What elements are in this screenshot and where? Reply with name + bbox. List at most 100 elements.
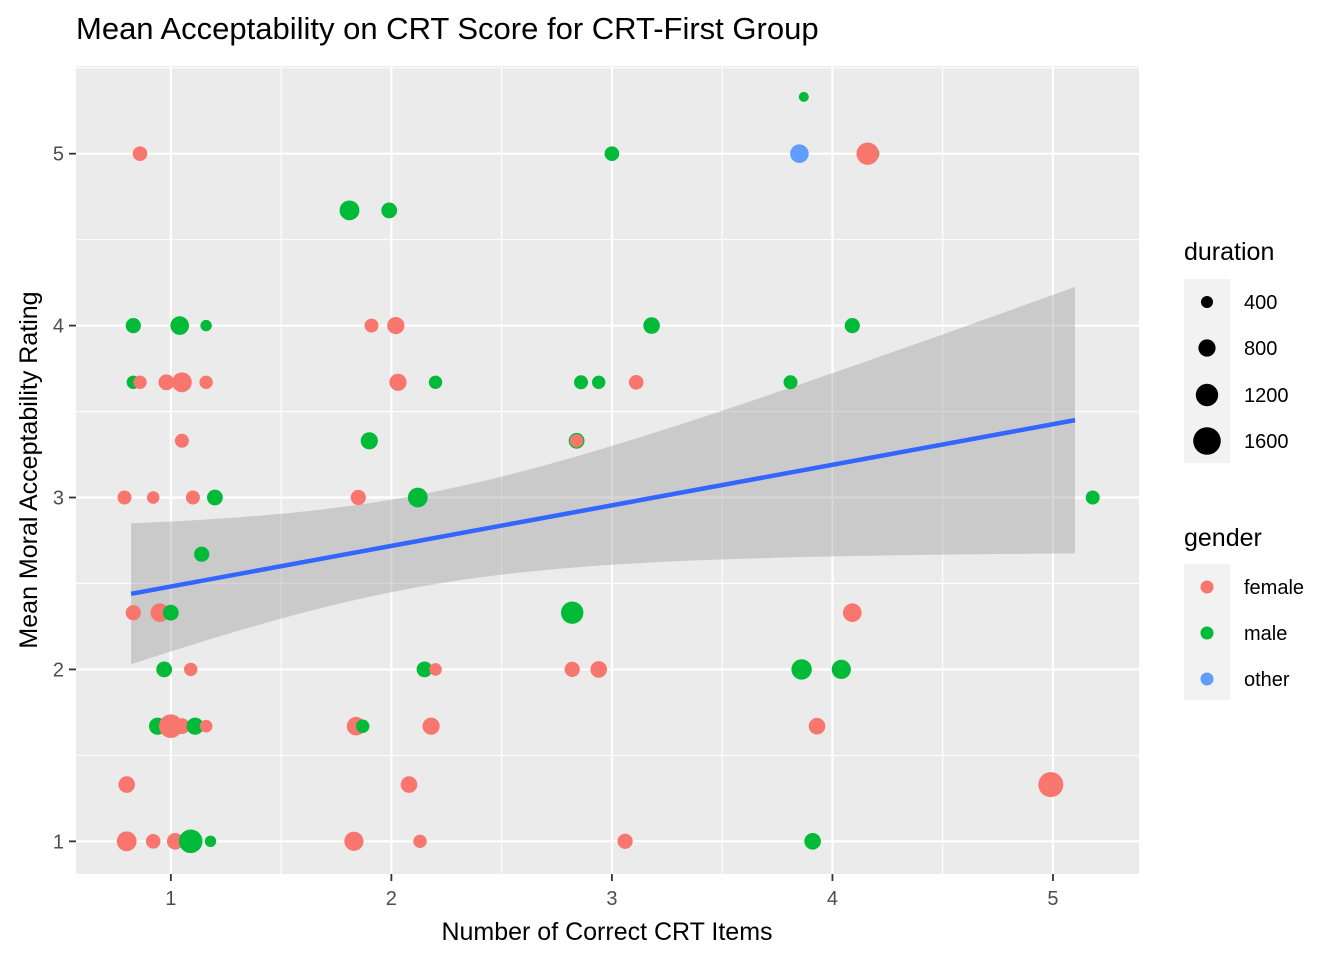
data-point <box>628 375 644 390</box>
y-tick-label: 3 <box>53 488 64 510</box>
legend-gender: gender female male other <box>1184 524 1304 700</box>
data-point <box>1085 490 1100 505</box>
data-point <box>389 373 407 391</box>
chart-title: Mean Acceptability on CRT Score for CRT-… <box>76 11 819 46</box>
x-tick-label: 5 <box>1047 888 1058 910</box>
y-axis-label: Mean Moral Acceptability Rating <box>15 291 43 648</box>
confidence-band <box>131 286 1076 665</box>
data-point <box>170 316 189 335</box>
data-point <box>356 719 370 733</box>
data-point <box>416 661 433 678</box>
data-point <box>350 489 366 506</box>
data-point <box>125 605 141 621</box>
data-point <box>1038 772 1064 798</box>
data-point <box>422 717 440 735</box>
data-point <box>162 604 179 621</box>
data-point <box>564 661 580 678</box>
x-tick-label: 3 <box>606 888 617 910</box>
legend-size-key <box>1195 383 1219 407</box>
data-point <box>843 603 862 622</box>
data-point <box>856 142 879 165</box>
x-tick-label: 2 <box>386 888 397 910</box>
legend-size-label: 800 <box>1244 338 1277 360</box>
legend-size-label: 1200 <box>1244 385 1289 407</box>
x-tick-label: 1 <box>165 888 176 910</box>
confidence-band-group <box>131 286 1076 665</box>
legend-color-label: other <box>1244 669 1290 691</box>
data-point <box>145 834 161 849</box>
data-point <box>204 835 217 847</box>
data-point <box>118 776 135 793</box>
data-point <box>364 318 379 333</box>
data-point <box>617 833 633 849</box>
data-point <box>844 318 860 334</box>
legend-size-key <box>1201 296 1213 308</box>
y-tick-label: 1 <box>53 831 64 853</box>
data-point <box>808 717 826 735</box>
data-point <box>146 491 160 504</box>
legend-color-key <box>1200 672 1214 686</box>
data-point <box>172 372 192 393</box>
trend-line <box>130 417 1076 596</box>
data-point <box>199 719 213 733</box>
points-group <box>116 91 1100 854</box>
data-point <box>407 487 428 508</box>
data-point <box>569 434 584 448</box>
trend-line-group <box>130 417 1076 596</box>
y-tick-label: 2 <box>53 659 64 681</box>
data-point <box>186 717 204 735</box>
data-point <box>339 200 360 221</box>
data-point <box>804 833 821 850</box>
grid-minor <box>76 66 1139 874</box>
legend-size-label: 400 <box>1244 292 1277 314</box>
data-point <box>200 319 212 332</box>
data-point <box>344 831 364 851</box>
data-point <box>400 776 418 793</box>
legend-color-label: female <box>1244 577 1304 599</box>
data-point <box>574 375 588 390</box>
plot-panel <box>76 66 1139 874</box>
data-point <box>604 146 620 161</box>
legend-color-key <box>1200 626 1214 640</box>
data-point <box>194 546 210 562</box>
data-point <box>387 317 405 335</box>
data-point <box>174 718 190 735</box>
x-axis: 1 2 3 4 5 <box>165 874 1059 910</box>
data-point <box>125 318 141 334</box>
legend-duration-title: duration <box>1184 238 1274 266</box>
legend-size-label: 1600 <box>1244 431 1289 453</box>
data-point <box>185 490 200 505</box>
data-point <box>117 490 132 505</box>
data-point <box>156 661 173 678</box>
legend-size-key <box>1198 339 1216 357</box>
data-point <box>178 829 203 854</box>
data-point <box>790 144 809 163</box>
data-point <box>561 601 584 624</box>
legend-color-label: male <box>1244 623 1287 645</box>
data-point <box>592 375 606 389</box>
legend-duration: duration 400 800 1200 1600 <box>1184 238 1289 463</box>
data-point <box>429 663 442 676</box>
y-tick-label: 5 <box>53 144 64 166</box>
data-point <box>360 432 378 450</box>
data-point <box>132 146 148 161</box>
data-point <box>590 661 607 678</box>
data-point <box>413 834 427 848</box>
data-point <box>381 202 398 219</box>
data-point <box>166 833 184 850</box>
data-point <box>783 375 798 390</box>
x-axis-label: Number of Correct CRT Items <box>441 918 772 946</box>
data-point <box>116 831 137 852</box>
data-point <box>643 317 660 334</box>
data-point <box>428 375 443 389</box>
data-point <box>831 659 851 680</box>
data-point <box>184 662 198 677</box>
legend-color-key <box>1200 580 1214 594</box>
y-axis: 1 2 3 4 5 <box>53 144 76 853</box>
data-point <box>791 659 812 680</box>
legend-gender-title: gender <box>1184 524 1262 552</box>
x-tick-label: 4 <box>827 888 838 910</box>
data-point <box>207 489 223 506</box>
y-tick-label: 4 <box>53 316 64 338</box>
